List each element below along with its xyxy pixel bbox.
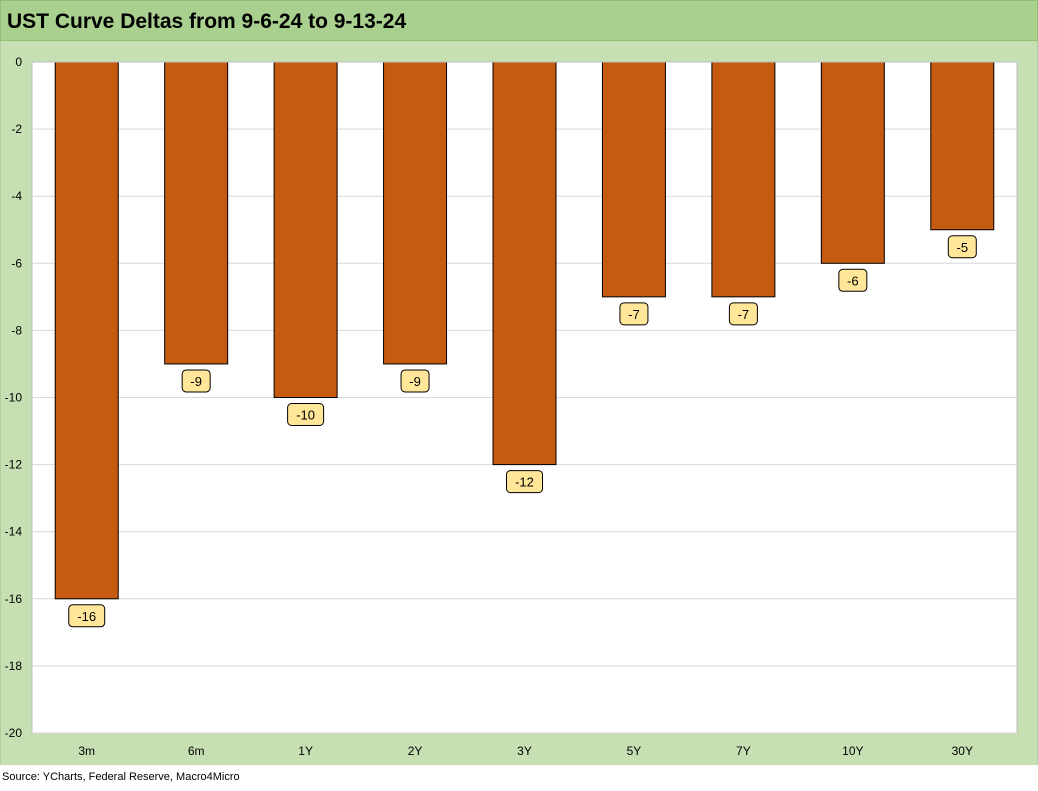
data-label: -7 [738,307,750,322]
x-tick-label: 30Y [952,744,973,758]
data-label: -5 [956,240,968,255]
bar [164,61,229,365]
x-tick-label: 3Y [517,744,532,758]
y-tick-label: -14 [5,525,23,539]
data-label-box [947,235,977,259]
data-label: -7 [628,307,640,322]
chart-frame: 0 -2 -4 -6 -8 -10 -12 -14 -16 -18 -20 -16 3m -9 6m -10 1… [0,41,1038,765]
bar-chart: 0 -2 -4 -6 -8 -10 -12 -14 -16 -18 -20 -16 3m -9 6m -10 1… [5,55,1018,758]
data-label-box [68,604,106,628]
source-note: Source: YCharts, Federal Reserve, Macro4… [2,771,240,783]
bar [492,61,557,466]
x-tick-label: 10Y [842,744,863,758]
data-label: -6 [847,273,859,288]
data-label-box [181,369,211,393]
x-tick-label: 7Y [736,744,751,758]
y-tick-label: -4 [11,189,22,203]
data-label: -12 [515,475,534,490]
y-tick-label: -8 [11,323,22,337]
data-label-box [728,302,758,326]
data-label-box [619,302,649,326]
data-label-box [838,268,868,292]
data-label: -16 [77,609,96,624]
chart-title: UST Curve Deltas from 9-6-24 to 9-13-24 [7,10,407,33]
bar [820,61,885,264]
bar [383,61,448,365]
y-tick-label: -12 [5,458,23,472]
title-bar: UST Curve Deltas from 9-6-24 to 9-13-24 [0,0,1038,41]
x-tick-label: 5Y [627,744,642,758]
data-label: -10 [296,408,315,423]
data-label-box [287,403,325,426]
data-label: -9 [190,374,202,389]
y-tick-label: -6 [11,256,22,270]
bar [273,61,338,398]
x-tick-label: 2Y [408,744,423,758]
x-tick-label: 1Y [298,744,313,758]
bar [54,61,119,600]
y-tick-label: -2 [11,122,22,136]
y-tick-label: -10 [5,391,23,405]
y-tick-label: -18 [5,659,23,673]
y-tick-label: -16 [5,592,23,606]
bar [601,61,666,298]
data-label-box [400,369,430,393]
x-tick-label: 6m [188,744,205,758]
data-label: -9 [409,374,421,389]
y-tick-label: -20 [5,726,23,740]
bar [930,61,995,231]
x-tick-label: 3m [78,744,95,758]
bar [711,61,776,298]
y-tick-label: 0 [15,55,22,69]
data-label-box [506,470,543,494]
